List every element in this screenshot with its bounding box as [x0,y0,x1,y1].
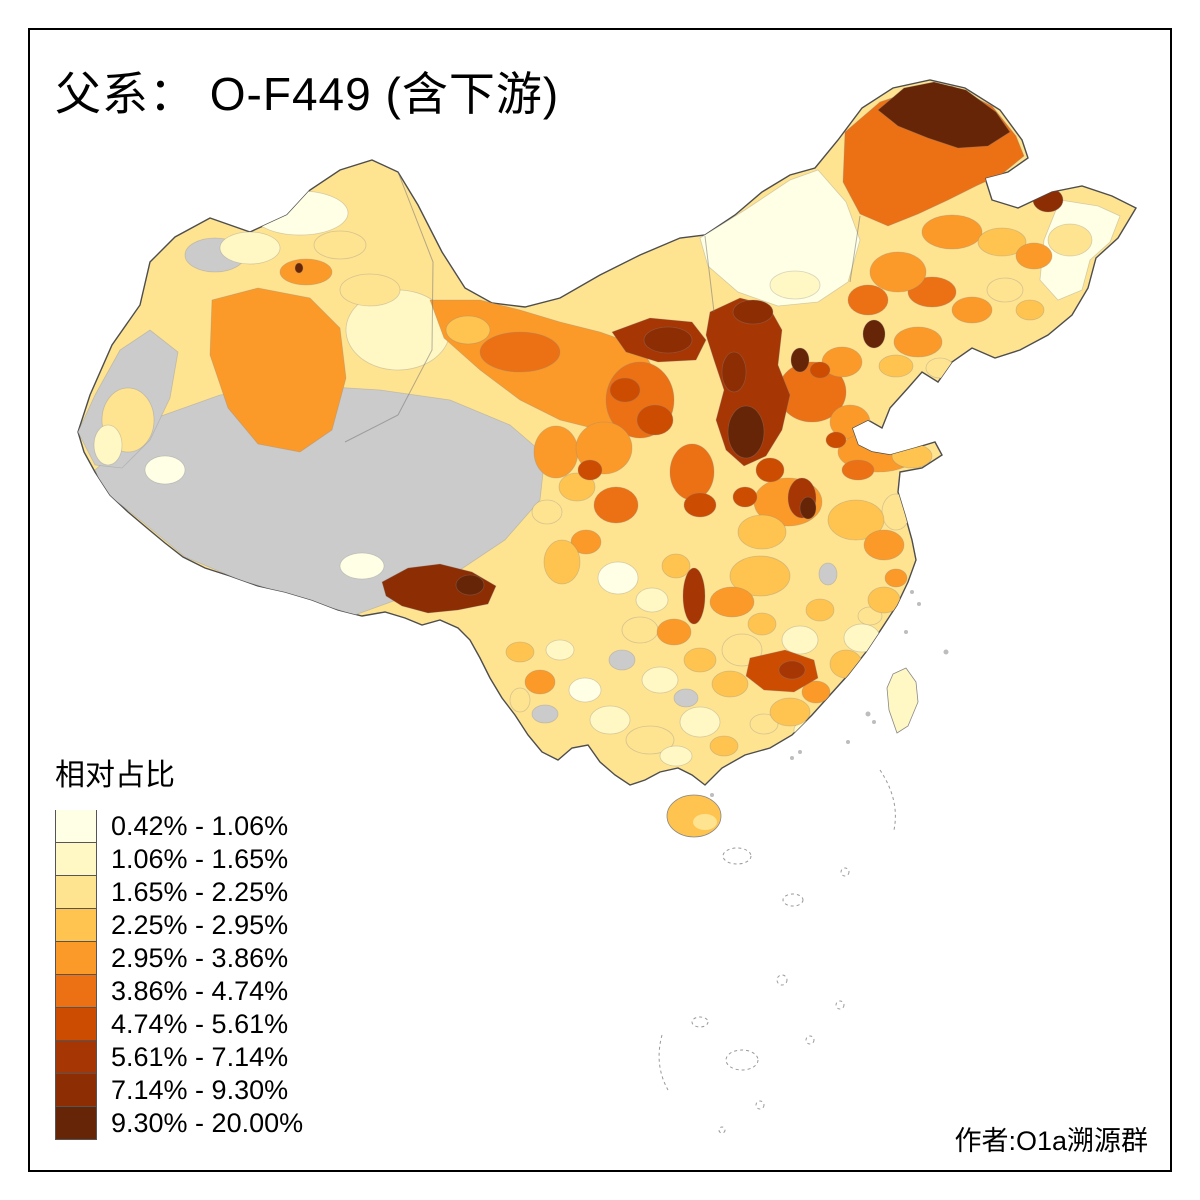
legend-label: 0.42% - 1.06% [111,811,289,841]
legend-label: 9.30% - 20.00% [111,1108,304,1138]
legend-label: 4.74% - 5.61% [111,1009,289,1039]
legend-item: 5.61% - 7.14% [55,1041,303,1074]
author-credit: 作者:O1a溯源群 [954,1126,1148,1156]
legend-label: 2.25% - 2.95% [111,910,289,940]
south-china-sea-islands [658,769,896,1134]
legend-swatch [55,1008,97,1041]
legend-item: 0.42% - 1.06% [55,810,303,843]
legend-item: 4.74% - 5.61% [55,1008,303,1041]
legend-swatch [55,909,97,942]
legend-swatch [55,843,97,876]
map-title: 父系： O-F449 (含下游) [55,68,560,120]
legend-swatch [55,810,97,843]
taiwan-region [886,667,919,734]
coastal-islands [710,590,949,797]
legend-item: 1.06% - 1.65% [55,843,303,876]
legend-label: 2.95% - 3.86% [111,943,289,973]
legend-item: 2.25% - 2.95% [55,909,303,942]
legend-title: 相对占比 [55,759,175,792]
legend-item: 3.86% - 4.74% [55,975,303,1008]
legend: 相对占比 0.42% - 1.06% 1.06% - 1.65% 1.65% -… [55,750,303,1140]
legend-swatch [55,1041,97,1074]
legend-item: 1.65% - 2.25% [55,876,303,909]
mid-value-regions [209,85,1053,757]
hainan-region [666,794,722,838]
legend-swatch [55,1074,97,1107]
legend-swatch [55,1107,97,1140]
legend-swatch [55,876,97,909]
high-value-regions [294,81,1064,724]
legend-item: 7.14% - 9.30% [55,1074,303,1107]
legend-label: 7.14% - 9.30% [111,1075,289,1105]
legend-item: 2.95% - 3.86% [55,942,303,975]
legend-label: 1.65% - 2.25% [111,877,289,907]
legend-label: 1.06% - 1.65% [111,844,289,874]
legend-swatch [55,975,97,1008]
province-borders [344,171,861,443]
legend-label: 5.61% - 7.14% [111,1042,289,1072]
legend-swatch [55,942,97,975]
legend-item: 9.30% - 20.00% [55,1107,303,1140]
legend-label: 3.86% - 4.74% [111,976,289,1006]
